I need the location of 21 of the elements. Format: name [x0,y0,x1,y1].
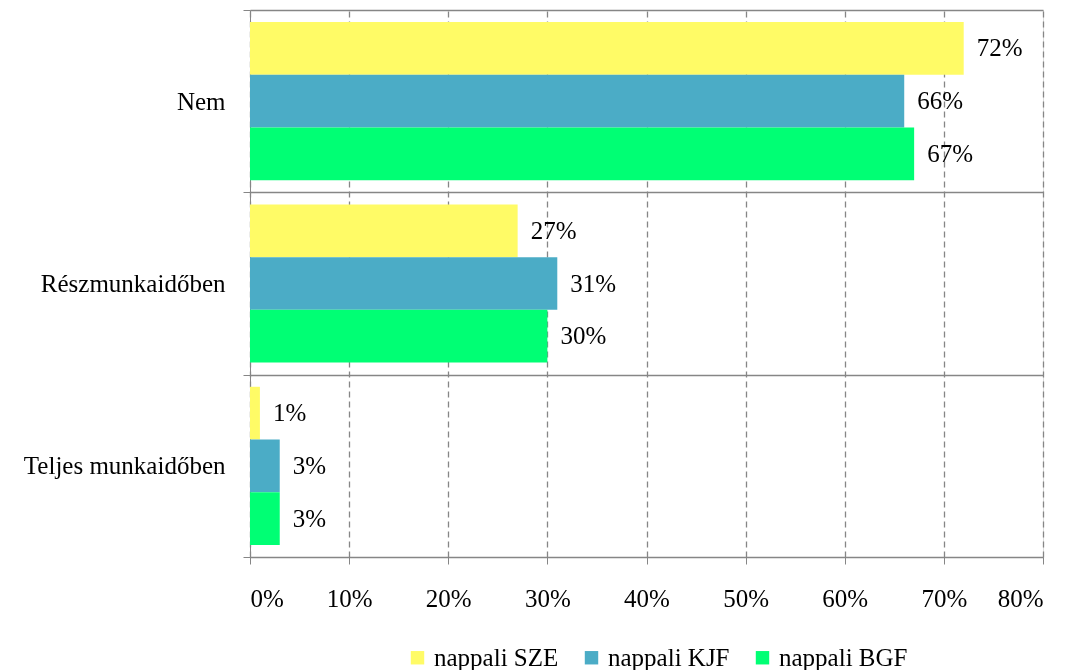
data-label: 72% [976,34,1023,62]
data-label: 67% [927,139,973,167]
x-tick-label: 10% [326,584,373,612]
x-tick-label: 0% [250,584,284,612]
y-tick-label: Teljes munkaidőben [23,452,226,480]
data-label: 3% [292,504,327,532]
x-tick-label: 60% [822,584,869,612]
x-tick-label: 30% [524,584,571,612]
x-tick-label: 20% [425,584,472,612]
y-tick-label: Részmunkaidőben [40,270,226,297]
x-tick-label: 70% [921,584,968,612]
x-tick-label: 40% [624,584,670,612]
x-tick-label: 80% [997,584,1044,612]
data-label: 30% [560,322,607,350]
y-tick-label: Nem [176,87,227,115]
data-label: 3% [292,451,327,479]
data-label: 66% [917,87,964,115]
data-label: 31% [570,269,617,297]
data-label: 27% [530,216,577,244]
data-label: 1% [272,399,307,427]
x-tick-label: 50% [723,584,770,612]
